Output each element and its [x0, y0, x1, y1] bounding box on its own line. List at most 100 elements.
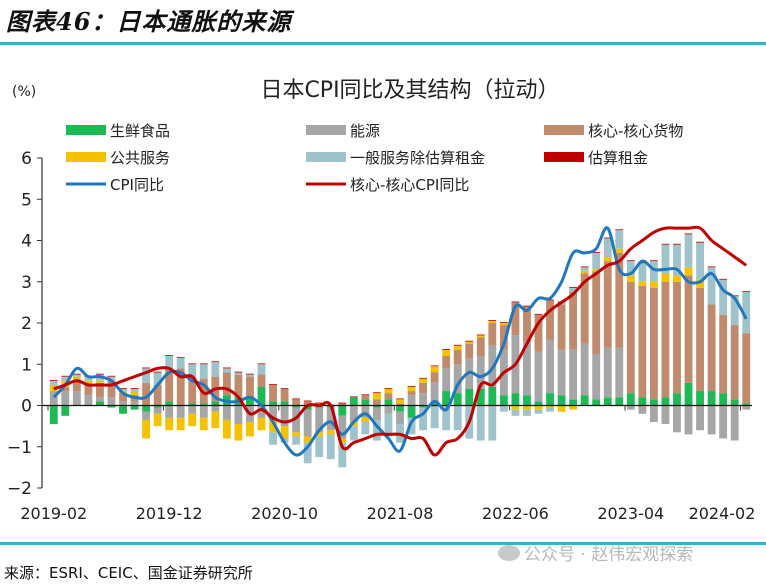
watermark: 公众号 · 赵伟宏观探索: [498, 540, 693, 565]
bar-fresh_food: [707, 391, 716, 406]
bar-imputed_rent: [72, 373, 81, 375]
bar-energy: [407, 395, 416, 406]
bar-core_core_goods: [592, 271, 601, 354]
figure-title: 图表46：日本通胀的来源: [6, 7, 292, 36]
lines: [52, 225, 748, 457]
x-tick-label: 2020-10: [251, 504, 318, 523]
bar-core_core_goods: [488, 323, 497, 346]
bar-public_services: [603, 257, 612, 262]
bar-energy: [661, 405, 670, 425]
bar-general_services: [269, 432, 277, 445]
bar-public_services: [222, 419, 231, 439]
bar-public_services: [430, 366, 439, 373]
bar-fresh_food: [269, 401, 277, 406]
bar-imputed_rent: [61, 375, 70, 377]
bar-fresh_food: [61, 405, 70, 416]
bar-imputed_rent: [361, 394, 370, 396]
legend-swatch: [306, 152, 346, 162]
bar-general_services: [257, 364, 266, 375]
bar-fresh_food: [603, 397, 612, 406]
bar-core_core_goods: [234, 374, 243, 398]
bar-public_services: [419, 378, 428, 383]
bar-imputed_rent: [696, 241, 704, 243]
bar-fresh_food: [107, 405, 116, 408]
bar-energy: [222, 405, 231, 420]
bar-general_services: [523, 409, 531, 416]
bar-imputed_rent: [430, 365, 439, 367]
bar-core_core_goods: [246, 376, 254, 398]
bar-fresh_food: [638, 397, 647, 406]
bar-energy: [615, 347, 624, 398]
bar-energy: [61, 391, 70, 406]
bar-core_core_goods: [511, 302, 520, 336]
legend-swatch: [544, 125, 584, 135]
bar-general_services: [349, 426, 358, 441]
bar-general_services: [453, 405, 462, 431]
bar-energy: [396, 411, 404, 425]
bar-energy: [372, 407, 381, 420]
bar-energy: [707, 405, 716, 435]
bar-energy: [269, 405, 277, 418]
bar-imputed_rent: [569, 287, 578, 288]
bar-core_core_goods: [661, 281, 670, 398]
bar-imputed_rent: [246, 373, 254, 375]
bar-core_core_goods: [280, 389, 289, 402]
bar-imputed_rent: [49, 379, 58, 381]
bar-general_services: [176, 358, 185, 369]
bar-energy: [476, 356, 485, 389]
bar-general_services: [742, 292, 751, 334]
bar-energy: [130, 401, 139, 406]
bar-core_core_goods: [269, 384, 277, 402]
bar-core_core_goods: [257, 374, 266, 387]
bar-general_services: [384, 413, 393, 437]
bar-imputed_rent: [234, 371, 243, 373]
bar-general_services: [361, 422, 370, 435]
legend-label: CPI同比: [110, 176, 164, 194]
bar-fresh_food: [592, 399, 601, 406]
bar-imputed_rent: [603, 237, 612, 239]
bar-imputed_rent: [396, 398, 404, 400]
bar-public_services: [96, 380, 104, 383]
bar-energy: [234, 405, 243, 425]
bar-energy: [292, 407, 301, 433]
wechat-icon: [498, 544, 520, 561]
bar-imputed_rent: [269, 384, 277, 385]
bar-energy: [142, 411, 151, 420]
bar-core_core_goods: [107, 380, 116, 398]
bar-imputed_rent: [488, 320, 497, 321]
bar-general_services: [246, 374, 254, 377]
bar-fresh_food: [430, 403, 439, 406]
bar-energy: [673, 405, 681, 433]
bar-public_services: [557, 405, 566, 412]
y-axis-unit: (%): [12, 84, 36, 100]
bar-general_services: [84, 376, 93, 381]
bar-public_services: [361, 417, 370, 423]
bar-general_services: [673, 244, 681, 276]
bar-energy: [96, 397, 104, 402]
bar-energy: [384, 405, 393, 414]
bar-energy: [49, 391, 58, 406]
legend-item-fresh_food: 生鲜食品: [66, 122, 170, 140]
bar-public_services: [372, 393, 381, 400]
bar-public_services: [338, 438, 347, 443]
bar-core_core_goods: [673, 281, 681, 394]
bar-core_core_goods: [580, 273, 589, 344]
bar-general_services: [534, 409, 543, 414]
bar-fresh_food: [511, 393, 520, 406]
bar-core_core_goods: [407, 391, 416, 396]
bar-public_services: [488, 320, 497, 323]
bar-imputed_rent: [442, 348, 451, 350]
bar-core_core_goods: [419, 382, 428, 394]
bar-fresh_food: [246, 397, 254, 406]
bar-core_core_goods: [442, 356, 451, 369]
bar-general_services: [546, 407, 554, 412]
bar-core_core_goods: [534, 314, 543, 352]
bar-public_services: [142, 419, 151, 439]
bar-imputed_rent: [188, 363, 197, 365]
bar-general_services: [638, 263, 647, 282]
legend-swatch: [306, 125, 346, 135]
bar-energy: [211, 405, 220, 412]
bar-public_services: [292, 432, 301, 437]
bar-imputed_rent: [719, 278, 728, 280]
